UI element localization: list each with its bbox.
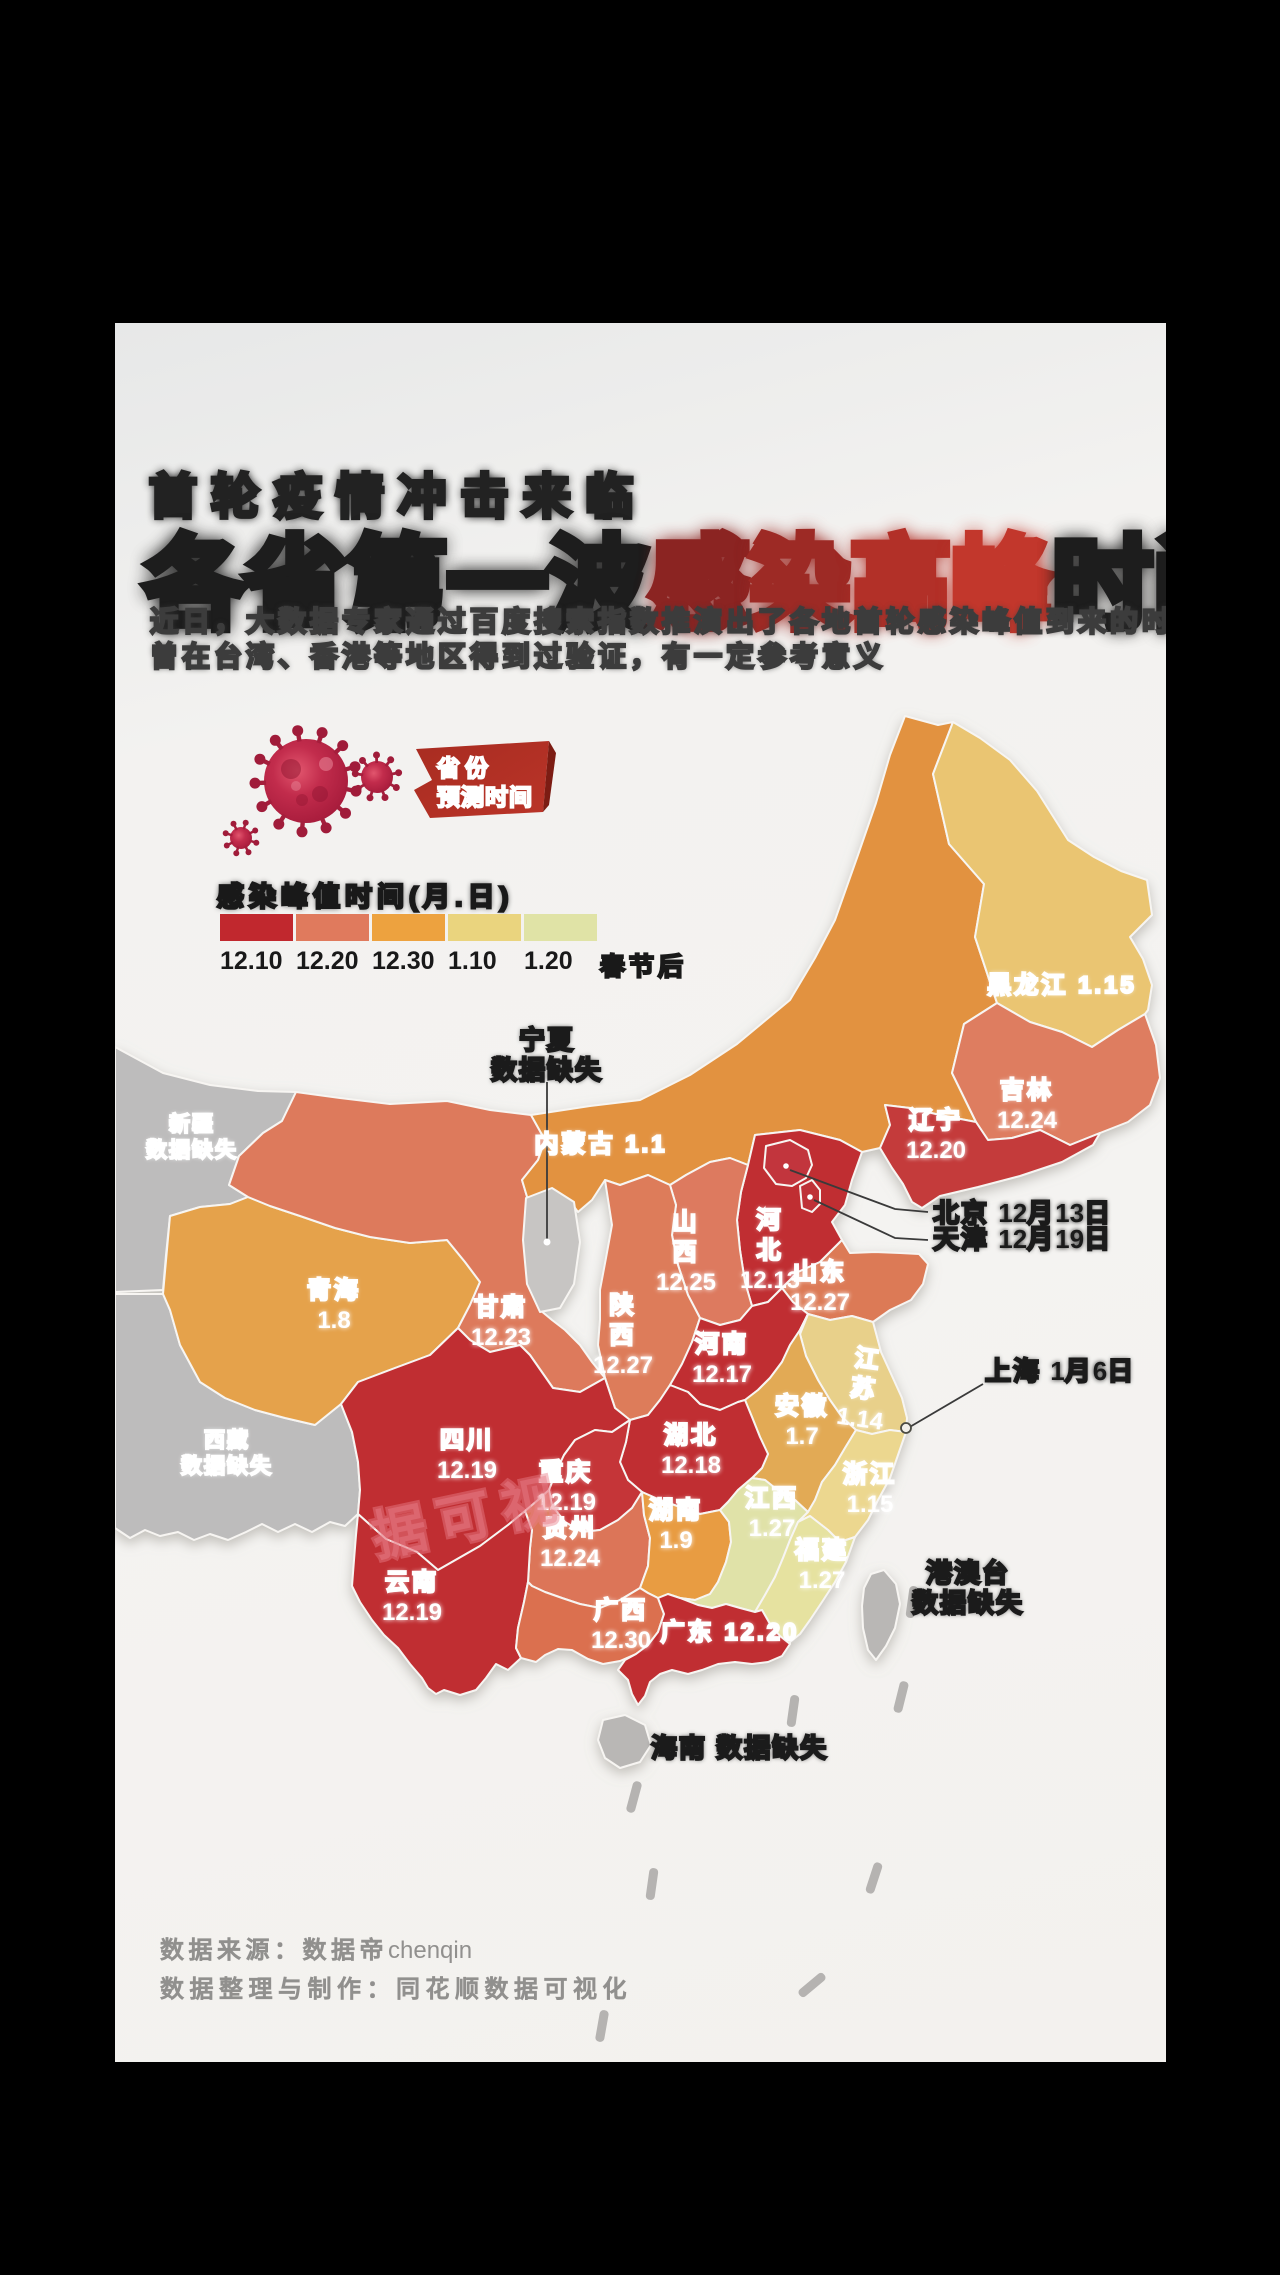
- svg-text:预测时间: 预测时间: [437, 784, 533, 810]
- svg-text:省份: 省份: [436, 755, 493, 781]
